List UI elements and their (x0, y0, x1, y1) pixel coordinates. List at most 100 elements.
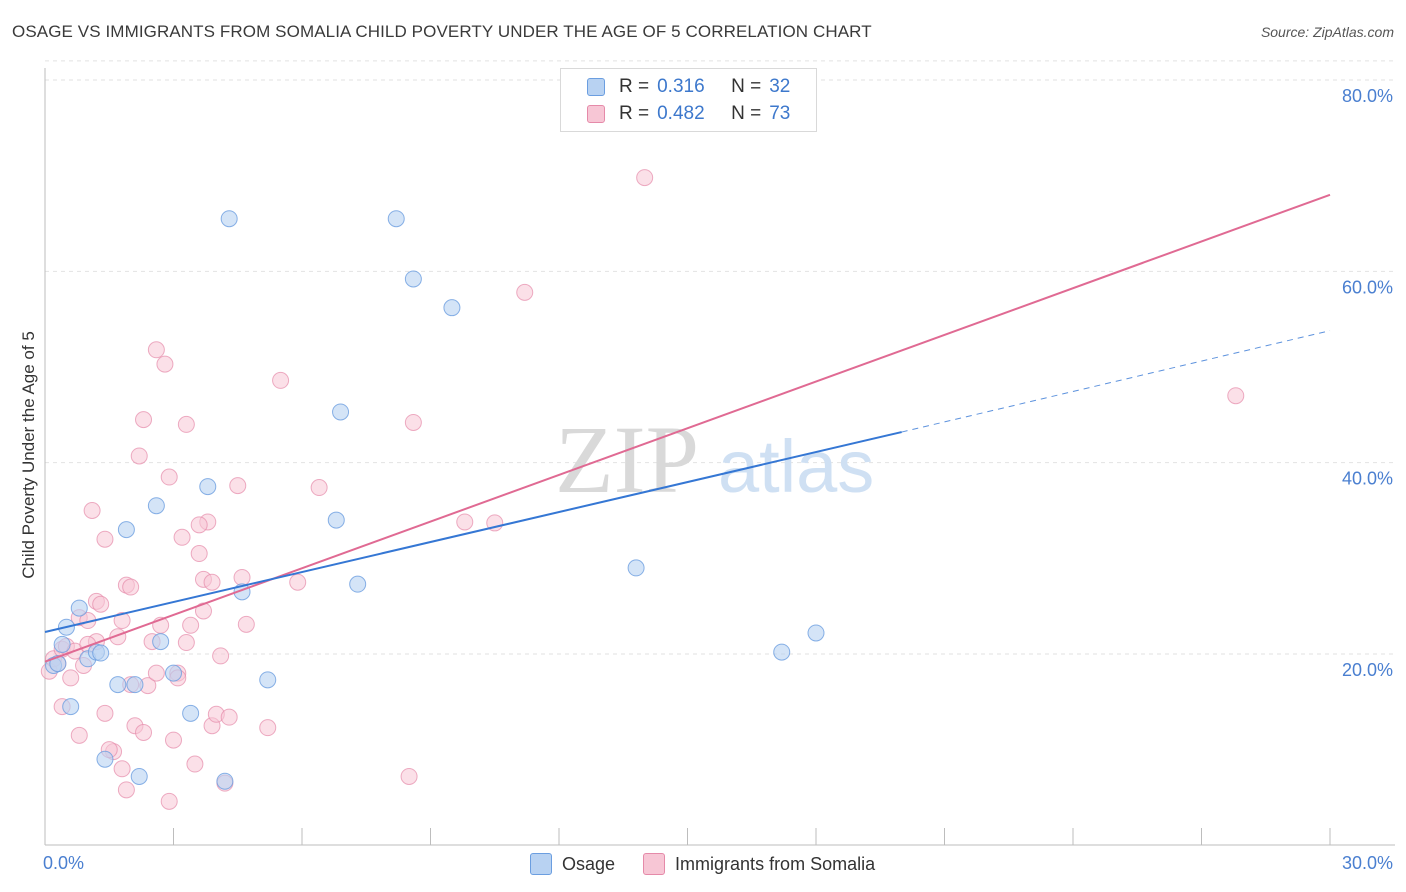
osage-points (45, 210, 825, 790)
osage-point (126, 676, 144, 694)
osage-point (220, 210, 238, 228)
r-value: 0.482 (657, 103, 705, 124)
osage-point (53, 635, 71, 653)
osage-trend-line (44, 431, 902, 633)
somalia-point (173, 528, 191, 546)
y-tick-label: 20.0% (1342, 660, 1393, 680)
chart-title: OSAGE VS IMMIGRANTS FROM SOMALIA CHILD P… (12, 22, 872, 41)
legend-item-somalia: Immigrants from Somalia (643, 853, 875, 875)
r-label: R = (619, 76, 650, 97)
somalia-point (70, 726, 88, 744)
n-value: 32 (769, 76, 791, 97)
osage-point (152, 633, 170, 651)
somalia-point (289, 573, 307, 591)
somalia-point (203, 573, 221, 591)
somalia-point (177, 634, 195, 652)
somalia-point (156, 355, 174, 373)
osage-point (70, 599, 88, 617)
osage-point (117, 521, 135, 539)
somalia-point (117, 781, 135, 799)
r-value: 0.316 (657, 76, 705, 97)
osage-point (387, 210, 405, 228)
somalia-point (147, 341, 165, 359)
somalia-swatch (587, 105, 605, 123)
osage-point (259, 671, 277, 689)
x-tick-label: 0.0% (43, 853, 84, 873)
stats-legend-row-osage: R = 0.316 N = 32 (587, 76, 790, 98)
osage-point (807, 624, 825, 642)
somalia-points (40, 169, 1245, 810)
osage-trend-extension (901, 330, 1331, 433)
r-label: R = (619, 103, 650, 124)
tick-labels: 20.0% 40.0% 60.0% 80.0% 0.0% 30.0% (43, 86, 1393, 873)
n-value: 73 (769, 103, 791, 124)
y-tick-label: 80.0% (1342, 86, 1393, 106)
somalia-point (190, 516, 208, 534)
somalia-point (310, 479, 328, 497)
somalia-point (96, 530, 114, 548)
n-label: N = (731, 103, 762, 124)
axes (44, 68, 1395, 846)
osage-point (165, 664, 182, 682)
osage-point (92, 644, 110, 662)
osage-swatch (587, 78, 605, 96)
somalia-point (456, 513, 474, 531)
osage-point (216, 772, 234, 790)
stats-legend-row-somalia: R = 0.482 N = 73 (587, 103, 790, 125)
somalia-point (272, 371, 290, 389)
legend-label: Osage (562, 853, 616, 874)
somalia-point (122, 578, 140, 596)
osage-point (130, 767, 148, 785)
somalia-point (182, 616, 200, 634)
somalia-point (83, 502, 101, 519)
somalia-point (177, 415, 195, 433)
somalia-trend-line (44, 193, 1331, 663)
somalia-point (96, 704, 114, 722)
somalia-swatch (643, 853, 666, 875)
watermark-atlas: atlas (718, 425, 874, 508)
somalia-point (92, 595, 110, 613)
stats-legend: R = 0.316 N = 32 R = 0.482 N = 73 (560, 68, 817, 132)
somalia-point (1227, 387, 1245, 405)
somalia-point (113, 612, 131, 630)
somalia-point (259, 719, 277, 737)
somalia-point (186, 755, 204, 773)
osage-point (62, 698, 80, 716)
somalia-point (194, 602, 212, 620)
osage-point (773, 643, 791, 661)
somalia-point (404, 413, 422, 431)
osage-point (199, 478, 217, 496)
osage-point (349, 575, 367, 593)
somalia-point (147, 664, 165, 682)
somalia-point (160, 792, 178, 810)
osage-point (404, 270, 422, 288)
somalia-point (229, 477, 247, 495)
somalia-point (160, 468, 178, 486)
legend-label: Immigrants from Somalia (675, 853, 876, 874)
osage-point (96, 750, 114, 768)
somalia-point (220, 708, 238, 726)
trend-lines (44, 193, 1331, 663)
legend-item-osage: Osage (530, 853, 615, 875)
somalia-point (516, 283, 534, 301)
y-tick-label: 40.0% (1342, 469, 1393, 489)
osage-point (332, 403, 350, 421)
somalia-point (233, 568, 251, 586)
osage-point (627, 559, 645, 577)
series-legend: Osage Immigrants from Somalia (530, 852, 903, 876)
osage-point (109, 676, 127, 694)
somalia-point (400, 767, 418, 785)
somalia-point (165, 731, 182, 749)
somalia-point (135, 411, 153, 429)
source-label: Source: ZipAtlas.com (1260, 24, 1394, 40)
osage-point (49, 655, 67, 673)
somalia-point (212, 647, 230, 665)
osage-point (443, 299, 461, 317)
somalia-point (636, 169, 654, 187)
somalia-point (62, 669, 80, 687)
y-tick-label: 60.0% (1342, 277, 1393, 297)
grid-lines (45, 60, 1395, 655)
somalia-point (130, 447, 148, 465)
y-axis-title: Child Poverty Under the Age of 5 (19, 331, 38, 579)
